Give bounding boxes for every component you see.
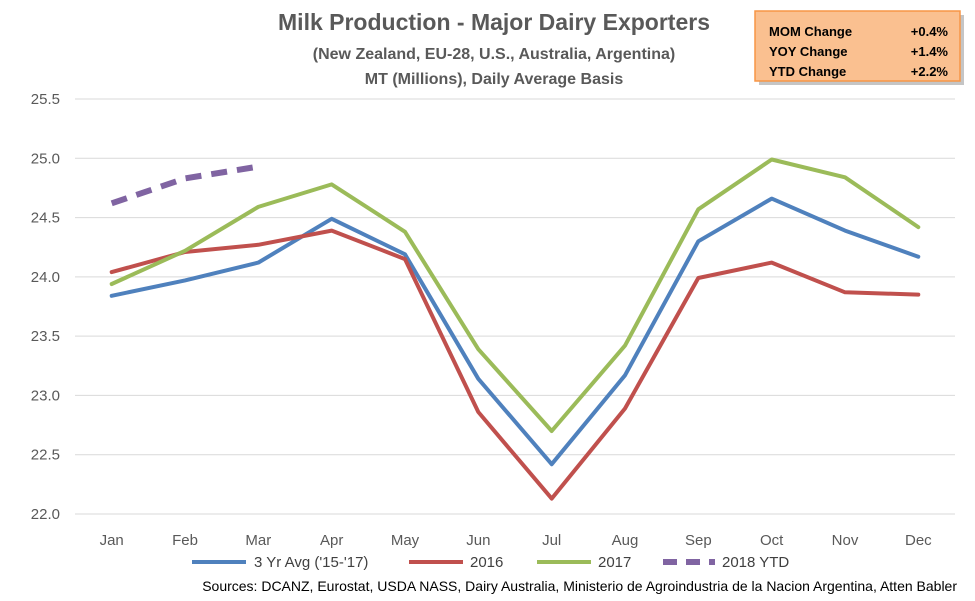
legend-label-2016: 2016 (470, 554, 503, 571)
change-box-background (754, 10, 961, 82)
series-line-2018-ytd (110, 163, 259, 207)
series-lines (109, 157, 921, 501)
gridlines (75, 98, 955, 515)
yoy-change-label: YOY Change (769, 44, 848, 59)
legend: 3 Yr Avg ('15-'17) 2016 2017 2018 YTD (192, 554, 789, 571)
source-note: Sources: DCANZ, Eurostat, USDA NASS, Dai… (202, 578, 957, 594)
change-summary-box: MOM Change +0.4% YOY Change +1.4% YTD Ch… (754, 10, 964, 85)
chart-subtitle-units: MT (Millions), Daily Average Basis (365, 71, 624, 88)
x-tick-label-jul: Jul (542, 532, 561, 549)
x-tick-label-aug: Aug (612, 532, 639, 549)
series-line-2017 (109, 157, 921, 433)
mom-change-value: +0.4% (911, 24, 949, 39)
mom-change-label: MOM Change (769, 24, 852, 39)
legend-label-2017: 2017 (598, 554, 631, 571)
y-tick-label: 22.5 (31, 447, 60, 464)
y-tick-label: 24.0 (31, 269, 60, 286)
x-tick-label-oct: Oct (760, 532, 784, 549)
y-tick-label: 23.0 (31, 387, 60, 404)
x-tick-label-jun: Jun (466, 532, 490, 549)
x-tick-label-dec: Dec (905, 532, 932, 549)
x-tick-label-feb: Feb (172, 532, 198, 549)
chart-subtitle-countries: (New Zealand, EU-28, U.S., Australia, Ar… (313, 46, 675, 63)
x-tick-label-apr: Apr (320, 532, 343, 549)
chart-title: Milk Production - Major Dairy Exporters (278, 9, 710, 35)
y-tick-label: 24.5 (31, 210, 60, 227)
y-tick-label: 22.0 (31, 506, 60, 523)
legend-label-2018-ytd: 2018 YTD (722, 554, 789, 571)
x-tick-label-sep: Sep (685, 532, 712, 549)
series-line-3-yr-avg-15-17 (109, 196, 921, 467)
ytd-change-label: YTD Change (769, 64, 846, 79)
y-tick-label: 23.5 (31, 328, 60, 345)
series-line-2016 (109, 228, 921, 501)
yoy-change-value: +1.4% (911, 44, 949, 59)
x-tick-label-jan: Jan (100, 532, 124, 549)
y-tick-label: 25.0 (31, 150, 60, 167)
x-tick-label-nov: Nov (832, 532, 859, 549)
x-axis-tick-labels: Jan Feb Mar Apr May Jun Jul Aug Sep Oct Nov Dec (100, 532, 933, 549)
x-tick-label-mar: Mar (245, 532, 271, 549)
x-tick-label-may: May (391, 532, 420, 549)
legend-label-3yr-avg: 3 Yr Avg ('15-'17) (254, 554, 368, 571)
y-axis-tick-labels: 22.0 22.5 23.0 23.5 24.0 24.5 25.0 25.5 (31, 91, 60, 523)
ytd-change-value: +2.2% (911, 64, 949, 79)
y-tick-label: 25.5 (31, 91, 60, 108)
